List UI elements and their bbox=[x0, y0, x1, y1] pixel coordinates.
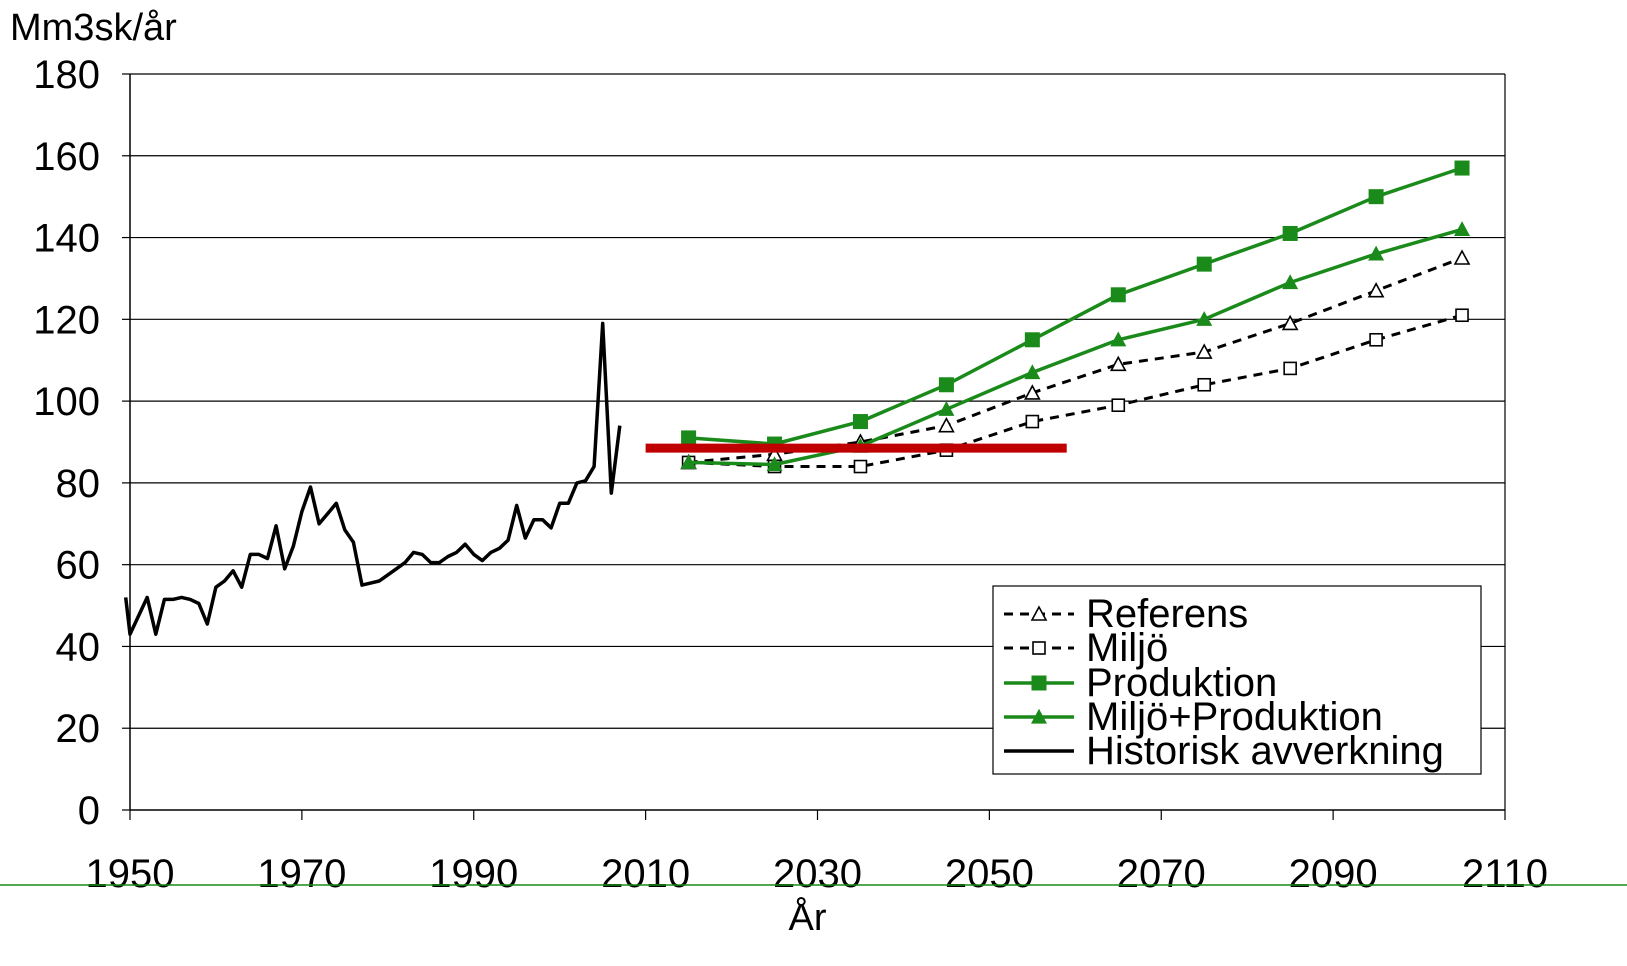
data-point-marker bbox=[1197, 377, 1212, 392]
y-tick-label: 120 bbox=[33, 298, 100, 342]
data-point-marker bbox=[680, 454, 697, 470]
series-line bbox=[688, 256, 1463, 464]
legend-label: Miljö bbox=[1086, 626, 1168, 670]
data-point-marker bbox=[1031, 675, 1047, 691]
legend-label: Historisk avverkning bbox=[1086, 729, 1444, 773]
data-point-marker bbox=[1032, 641, 1046, 655]
data-point-marker bbox=[852, 414, 868, 430]
x-axis-ticks: 1950 1970 1990 2010 2030 2050 2070 2090 2110 bbox=[86, 810, 1548, 896]
data-point-marker bbox=[1030, 708, 1048, 724]
y-axis-label: Mm3sk/år bbox=[10, 7, 177, 49]
data-point-marker bbox=[1368, 245, 1385, 261]
data-point-marker bbox=[853, 459, 868, 474]
data-point-marker bbox=[1368, 189, 1384, 205]
data-point-marker bbox=[1030, 605, 1048, 621]
series-layer bbox=[123, 160, 1471, 636]
series-line bbox=[688, 313, 1463, 468]
data-point-marker bbox=[1025, 414, 1040, 429]
x-tick-label: 1950 bbox=[86, 852, 175, 896]
data-point-marker bbox=[1367, 282, 1385, 298]
series-produktion bbox=[681, 160, 1470, 452]
data-point-marker bbox=[766, 456, 783, 472]
x-tick-label: 2030 bbox=[773, 852, 862, 896]
x-tick-label: 1970 bbox=[257, 852, 346, 896]
y-tick-label: 20 bbox=[56, 707, 101, 751]
data-point-marker bbox=[1024, 364, 1041, 380]
data-point-marker bbox=[1024, 384, 1041, 400]
x-tick-label: 2090 bbox=[1289, 852, 1378, 896]
legend-label: Produktion bbox=[1086, 661, 1277, 705]
y-tick-label: 100 bbox=[33, 380, 100, 424]
data-point-marker bbox=[681, 430, 697, 446]
x-axis-label: År bbox=[789, 895, 827, 939]
data-point-marker bbox=[1281, 314, 1299, 331]
data-point-marker bbox=[1369, 332, 1383, 347]
y-tick-label: 180 bbox=[33, 53, 100, 97]
x-tick-label: 2070 bbox=[1117, 852, 1206, 896]
legend-box bbox=[992, 585, 1482, 775]
data-point-marker bbox=[1283, 361, 1297, 376]
legend: ReferensMiljöProduktionMiljö+ProduktionH… bbox=[992, 585, 1482, 775]
data-point-marker bbox=[1024, 332, 1040, 348]
legend-label: Miljö+Produktion bbox=[1086, 695, 1383, 739]
data-point-marker bbox=[1110, 331, 1127, 347]
x-tick-label: 2050 bbox=[945, 852, 1034, 896]
data-point-marker bbox=[938, 377, 954, 393]
y-tick-label: 60 bbox=[56, 544, 101, 588]
data-point-marker bbox=[1111, 398, 1126, 413]
y-tick-label: 40 bbox=[56, 625, 101, 669]
series-line bbox=[688, 227, 1463, 467]
data-point-marker bbox=[1196, 311, 1213, 326]
data-point-marker bbox=[1110, 287, 1126, 303]
legend-label: Referens bbox=[1086, 592, 1248, 636]
data-point-marker bbox=[1454, 160, 1470, 176]
series-line bbox=[123, 321, 622, 636]
y-tick-label: 0 bbox=[78, 789, 100, 833]
data-point-marker bbox=[938, 416, 955, 433]
x-tick-label: 2110 bbox=[1462, 852, 1548, 896]
data-point-marker bbox=[1195, 343, 1213, 359]
data-point-marker bbox=[1109, 355, 1127, 372]
series-historisk-avverkning bbox=[123, 321, 622, 636]
data-point-marker bbox=[1454, 221, 1471, 236]
x-tick-label: 2010 bbox=[601, 852, 690, 896]
y-tick-label: 80 bbox=[56, 462, 101, 506]
series-milj-produktion bbox=[680, 221, 1471, 472]
x-tick-label: 1990 bbox=[429, 852, 518, 896]
series-line bbox=[688, 166, 1463, 446]
y-tick-label: 140 bbox=[33, 217, 100, 261]
data-point-marker bbox=[1453, 249, 1471, 265]
data-point-marker bbox=[1196, 256, 1212, 272]
data-point-marker bbox=[938, 401, 955, 416]
y-tick-label: 160 bbox=[33, 135, 100, 179]
data-point-marker bbox=[1282, 225, 1298, 241]
data-point-marker bbox=[1455, 308, 1469, 323]
data-point-marker bbox=[1282, 274, 1299, 290]
y-axis-ticks: 0 20 40 60 80 100 120 140 160 180 bbox=[33, 53, 130, 833]
